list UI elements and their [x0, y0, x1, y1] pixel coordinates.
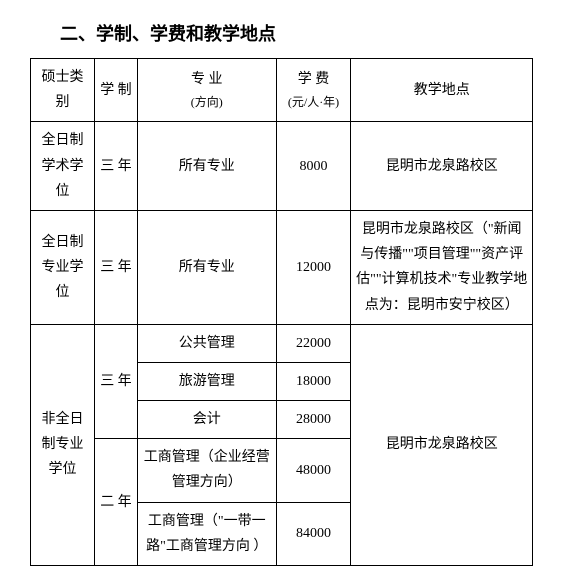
cell-major: 公共管理 [137, 324, 276, 362]
cell-location: 昆明市龙泉路校区 [351, 122, 533, 211]
table-row: 全日制专业学位 三 年 所有专业 12000 昆明市龙泉路校区（"新闻与传播""… [31, 210, 533, 324]
cell-category: 全日制学术学位 [31, 122, 95, 211]
cell-category: 全日制专业学位 [31, 210, 95, 324]
cell-duration: 三 年 [95, 324, 138, 439]
header-fee-main: 学 费 [281, 67, 347, 92]
header-major-sub: (方向) [142, 92, 272, 114]
cell-fee: 48000 [276, 439, 351, 502]
cell-category: 非全日制专业学位 [31, 324, 95, 565]
header-duration: 学 制 [95, 59, 138, 122]
cell-major: 所有专业 [137, 210, 276, 324]
cell-fee: 28000 [276, 401, 351, 439]
header-major-main: 专 业 [142, 67, 272, 92]
tuition-table: 硕士类别 学 制 专 业 (方向) 学 费 (元/人·年) 教学地点 全日制学术… [30, 58, 533, 566]
section-title: 二、学制、学费和教学地点 [60, 20, 533, 46]
cell-location: 昆明市龙泉路校区（"新闻与传播""项目管理""资产评估""计算机技术"专业教学地… [351, 210, 533, 324]
cell-duration: 三 年 [95, 210, 138, 324]
cell-fee: 8000 [276, 122, 351, 211]
cell-major: 会计 [137, 401, 276, 439]
table-row: 非全日制专业学位 三 年 公共管理 22000 昆明市龙泉路校区 [31, 324, 533, 362]
table-row: 全日制学术学位 三 年 所有专业 8000 昆明市龙泉路校区 [31, 122, 533, 211]
cell-duration: 二 年 [95, 439, 138, 566]
cell-major: 旅游管理 [137, 362, 276, 400]
table-header-row: 硕士类别 学 制 专 业 (方向) 学 费 (元/人·年) 教学地点 [31, 59, 533, 122]
cell-location: 昆明市龙泉路校区 [351, 324, 533, 565]
cell-duration: 三 年 [95, 122, 138, 211]
cell-fee: 84000 [276, 502, 351, 565]
header-category: 硕士类别 [31, 59, 95, 122]
cell-major: 工商管理（企业经营管理方向） [137, 439, 276, 502]
cell-fee: 12000 [276, 210, 351, 324]
cell-major: 工商管理（"一带一路"工商管理方向 ） [137, 502, 276, 565]
header-location: 教学地点 [351, 59, 533, 122]
header-fee: 学 费 (元/人·年) [276, 59, 351, 122]
cell-major: 所有专业 [137, 122, 276, 211]
header-major: 专 业 (方向) [137, 59, 276, 122]
cell-fee: 22000 [276, 324, 351, 362]
header-fee-sub: (元/人·年) [281, 92, 347, 114]
cell-fee: 18000 [276, 362, 351, 400]
